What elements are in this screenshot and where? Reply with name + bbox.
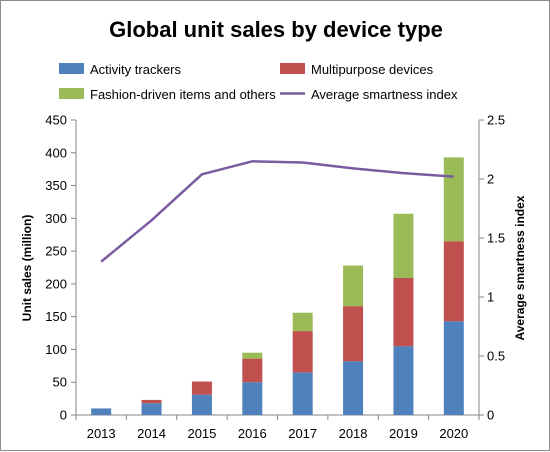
y-tick-label: 150 — [45, 309, 67, 324]
y-tick-label: 250 — [45, 244, 67, 259]
bar-multipurpose-devices-2019 — [393, 277, 414, 347]
y-tick-label: 450 — [45, 113, 67, 128]
bar-activity-trackers-2019 — [393, 346, 414, 415]
x-tick-label: 2018 — [339, 426, 368, 441]
y-tick-label: 300 — [45, 211, 67, 226]
legend-swatch-multipurpose-devices — [280, 63, 305, 74]
y-tick-label: 350 — [45, 178, 67, 193]
bar-multipurpose-devices-2020 — [443, 241, 464, 322]
plot-area: 0 50 100 150 200 250 300 350 400 450 0 0.5 1 1.5 2 2.5 2… — [45, 113, 505, 442]
y2-tick-label: 2 — [487, 172, 494, 187]
chart-title: Global unit sales by device type — [109, 17, 443, 42]
x-tick-label: 2014 — [137, 426, 166, 441]
bar-activity-trackers-2018 — [343, 361, 364, 415]
legend-label-activity-trackers: Activity trackers — [90, 62, 182, 77]
y2-tick-label: 1.5 — [487, 231, 505, 246]
y-tick-label: 0 — [60, 408, 67, 423]
legend-label-fashion-driven: Fashion-driven items and others — [90, 87, 276, 102]
bar-activity-trackers-2013 — [91, 408, 112, 415]
x-tick-label: 2017 — [288, 426, 317, 441]
bar-multipurpose-devices-2017 — [292, 331, 313, 373]
bar-activity-trackers-2016 — [242, 382, 263, 415]
x-tick-label: 2019 — [389, 426, 418, 441]
y2-axis-title: Average smartness index — [513, 195, 527, 340]
legend: Activity trackers Multipurpose devices F… — [59, 62, 458, 102]
bar-multipurpose-devices-2018 — [343, 306, 364, 362]
line-smartness-index — [100, 160, 454, 263]
bar-activity-trackers-2020 — [443, 321, 464, 415]
y-tick-label: 100 — [45, 342, 67, 357]
legend-swatch-fashion-driven — [59, 88, 84, 99]
bar-fashion-driven-2017 — [292, 312, 313, 332]
legend-label-multipurpose-devices: Multipurpose devices — [311, 62, 434, 77]
bar-multipurpose-devices-2016 — [242, 358, 263, 383]
x-tick-label: 2016 — [238, 426, 267, 441]
y2-tick-label: 2.5 — [487, 113, 505, 128]
x-tick-label: 2013 — [87, 426, 116, 441]
y2-tick-label: 1 — [487, 290, 494, 305]
x-tick-label: 2015 — [187, 426, 216, 441]
y-tick-label: 400 — [45, 145, 67, 160]
x-tick-label: 2020 — [439, 426, 468, 441]
bar-multipurpose-devices-2015 — [191, 381, 212, 395]
y-tick-label: 50 — [53, 375, 67, 390]
bar-activity-trackers-2014 — [141, 403, 162, 415]
bar-fashion-driven-2018 — [343, 265, 364, 307]
bar-fashion-driven-2019 — [393, 213, 414, 278]
legend-label-smartness-index: Average smartness index — [311, 87, 458, 102]
bar-fashion-driven-2016 — [242, 352, 263, 359]
bar-activity-trackers-2017 — [292, 372, 313, 415]
y-tick-label: 200 — [45, 276, 67, 291]
y-axis-title: Unit sales (million) — [20, 215, 34, 322]
bar-activity-trackers-2015 — [191, 394, 212, 415]
y2-tick-label: 0 — [487, 408, 494, 423]
legend-swatch-activity-trackers — [59, 63, 84, 74]
bar-fashion-driven-2020 — [443, 157, 464, 242]
bar-multipurpose-devices-2014 — [141, 399, 162, 404]
y2-tick-label: 0.5 — [487, 349, 505, 364]
